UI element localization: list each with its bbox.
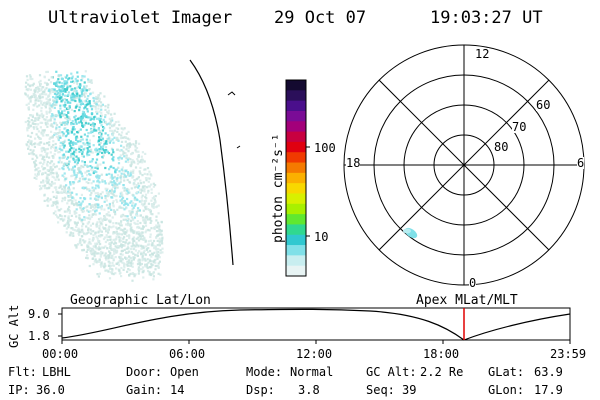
colorbar-scale [286, 80, 306, 277]
colorbar-tick-label: 100 [314, 141, 336, 155]
time-tick-label: 06:00 [169, 347, 206, 361]
mlt-label-12: 12 [475, 47, 490, 61]
colorbar-swatch [286, 203, 306, 215]
timeline-right-title: Apex MLat/MLT [416, 293, 518, 308]
timeline-left-title: Geographic Lat/Lon [70, 293, 211, 308]
colorbar-swatch [286, 193, 306, 205]
earth-limb-line [189, 59, 234, 266]
colorbar-swatch [286, 224, 306, 236]
mode-value: Normal [290, 365, 334, 379]
dsp-label: Dsp: [246, 383, 275, 397]
colorbar-swatch [286, 131, 306, 143]
colorbar-swatch [286, 90, 306, 102]
glat-value: 63.9 [534, 365, 563, 379]
colorbar-swatch [286, 110, 306, 122]
glon-label: GLon: [488, 383, 525, 397]
colorbar-swatch [286, 245, 306, 256]
glon-value: 17.9 [534, 383, 563, 397]
colorbar-swatch [286, 121, 306, 133]
instrument-title: Ultraviolet Imager [48, 8, 233, 28]
ip-label: IP: [8, 383, 30, 397]
colorbar-swatch [286, 172, 306, 184]
gain-value: 14 [170, 383, 185, 397]
colorbar-swatch [286, 80, 306, 91]
timeline-y-tick-label: 1.8 [28, 329, 50, 343]
time-tick-label: 23:59 [550, 347, 587, 361]
timeline-frame [61, 307, 571, 341]
colorbar-swatch [286, 152, 306, 164]
lat-label-60: 60 [536, 98, 551, 112]
colorbar-swatch [286, 214, 306, 226]
timeline-y-tick-label: 9.0 [28, 307, 50, 321]
time-tick-label: 18:00 [423, 347, 460, 361]
colorbar-swatch [286, 183, 306, 195]
colorbar-swatch [286, 141, 306, 153]
colorbar-swatch [286, 162, 306, 174]
flt-value: LBHL [42, 365, 71, 379]
coastline-fragment [236, 145, 241, 149]
polar-aurora-patch [403, 227, 418, 239]
seq-value: 39 [402, 383, 417, 397]
mlt-label-0: 0 [469, 276, 477, 290]
aurora-emission [24, 70, 164, 282]
lat-label-70: 70 [512, 120, 527, 134]
timeline-y-label: GC Alt [7, 304, 21, 348]
time-label: 19:03:27 UT [430, 8, 543, 28]
gain-label: Gain: [126, 383, 163, 397]
colorbar-swatch [286, 265, 306, 277]
date-label: 29 Oct 07 [274, 8, 367, 28]
altitude-curve [61, 308, 571, 341]
lat-label-80: 80 [494, 140, 509, 154]
gcalt-value: 2.2 Re [420, 365, 464, 379]
mlt-label-6: 6 [577, 156, 585, 170]
mlt-line-diag [378, 79, 550, 251]
ip-value: 36.0 [36, 383, 65, 397]
mode-label: Mode: [246, 365, 283, 379]
time-tick-label: 12:00 [296, 347, 333, 361]
door-value: Open [170, 365, 199, 379]
time-tick-label: 00:00 [42, 347, 79, 361]
colorbar-swatch [286, 100, 306, 112]
gcalt-label: GC Alt: [366, 365, 417, 379]
coastline-fragment [227, 91, 236, 96]
colorbar-frame [285, 79, 307, 277]
colorbar-tick-label: 10 [314, 230, 329, 244]
dsp-value: 3.8 [298, 383, 320, 397]
glat-label: GLat: [488, 365, 525, 379]
door-label: Door: [126, 365, 163, 379]
flt-label: Flt: [8, 365, 37, 379]
colorbar-swatch [286, 255, 306, 267]
mlt-label-18: 18 [346, 156, 361, 170]
seq-label: Seq: [366, 383, 395, 397]
colorbar-swatch [286, 234, 306, 246]
